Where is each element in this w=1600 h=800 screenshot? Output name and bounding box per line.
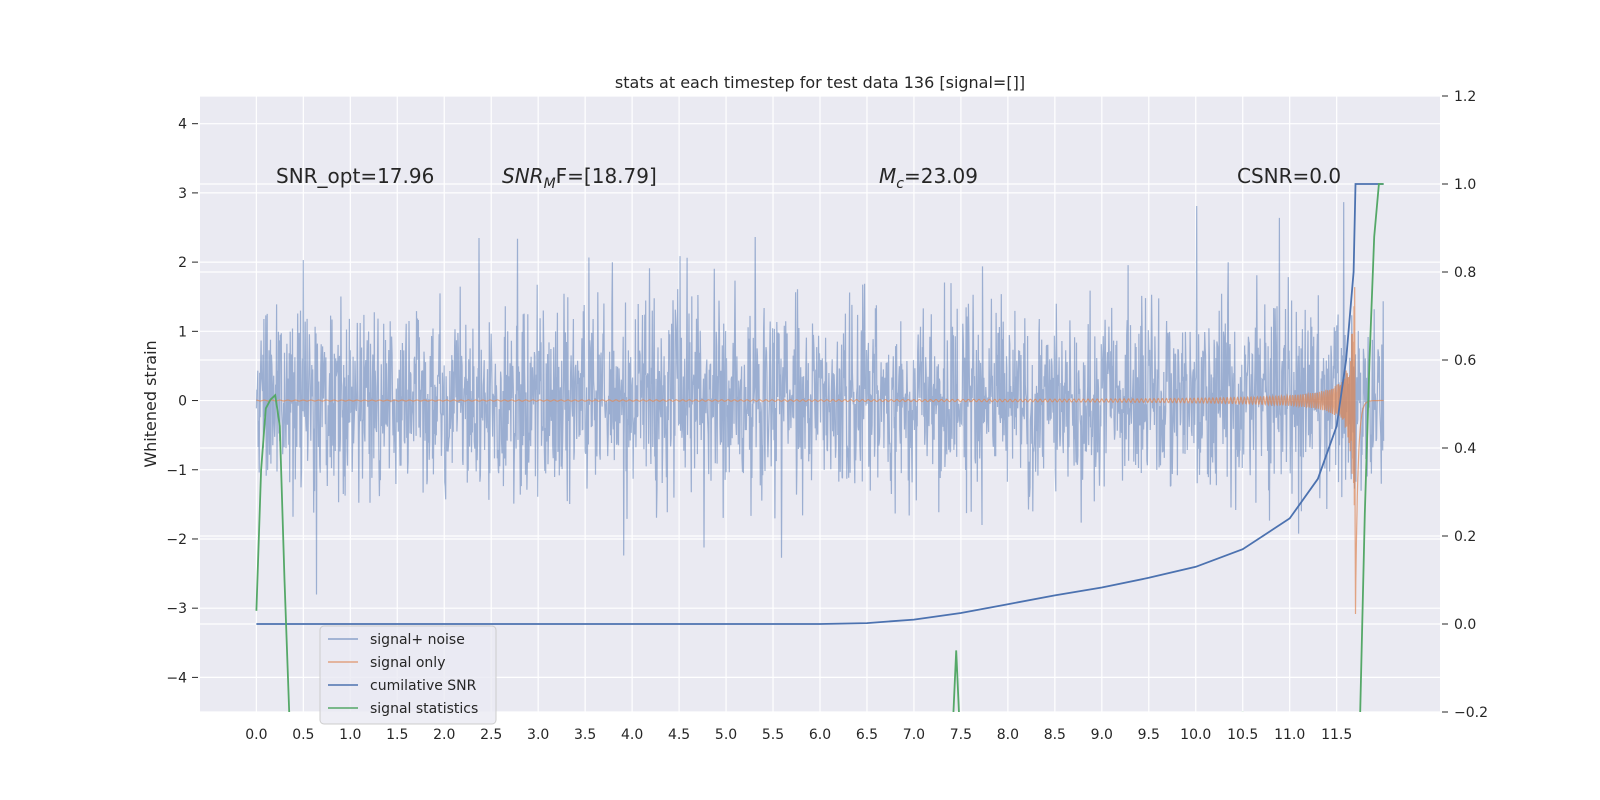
y-tick-label: −1 <box>166 463 187 479</box>
snr-mf-rest: F=[18.79] <box>556 164 657 188</box>
y2-tick-label: 1.2 <box>1454 89 1476 105</box>
chart-title: stats at each timestep for test data 136… <box>615 73 1025 92</box>
y2-tick-label: 0.6 <box>1454 353 1476 369</box>
cumulative-snr-line <box>256 183 1384 625</box>
y2-tick-label: 0.0 <box>1454 617 1476 633</box>
y-axis-ticks: 4 3 2 1 0 −1 −2 −3 −4 <box>166 117 198 686</box>
legend-box <box>319 625 497 725</box>
annotation-snr-opt: SNR_opt=17.96 <box>276 164 434 188</box>
cumulative-snr-series <box>256 183 1384 625</box>
signal-only-line <box>256 287 1384 615</box>
y-tick-label: −2 <box>166 532 187 548</box>
x-axis-ticks: 0.0 0.5 1.0 1.5 2.0 2.5 3.0 3.5 4.0 4.5 5.0 5.5 6.0 6… <box>245 727 1352 743</box>
mc-sub: c <box>896 176 904 192</box>
mc-main: M <box>879 164 896 188</box>
signal-statistics-series <box>255 183 1384 712</box>
x-tick-label: 4.0 <box>621 727 643 743</box>
x-tick-label: 0.0 <box>245 727 267 743</box>
x-tick-label: 8.5 <box>1044 727 1066 743</box>
x-tick-label: 6.5 <box>856 727 878 743</box>
x-tick-label: 9.0 <box>1091 727 1113 743</box>
signal-statistics-line <box>952 650 960 712</box>
signal-statistics-line <box>1359 183 1384 712</box>
x-tick-label: 7.5 <box>950 727 972 743</box>
x-tick-label: 8.0 <box>997 727 1019 743</box>
y2-tick-label: 0.4 <box>1454 441 1476 457</box>
y2-tick-label: 1.0 <box>1454 177 1476 193</box>
legend: signal+ noise signal only cumilative SNR… <box>319 625 497 725</box>
x-tick-label: 0.5 <box>292 727 314 743</box>
x-tick-label: 5.0 <box>715 727 737 743</box>
y-tick-label: 2 <box>178 255 187 271</box>
x-tick-label: 1.5 <box>386 727 408 743</box>
mc-rest: =23.09 <box>904 164 978 188</box>
signal-noise-line <box>255 202 1385 595</box>
x-tick-label: 11.0 <box>1274 727 1305 743</box>
y-tick-label: 4 <box>178 117 187 133</box>
legend-label-signal-noise: signal+ noise <box>370 632 465 648</box>
annotation-mc: Mc=23.09 <box>879 164 978 192</box>
y-axis-label: Whitened strain <box>141 340 160 467</box>
x-tick-label: 9.5 <box>1138 727 1160 743</box>
annotation-snr-mf: SNRMF=[18.79] <box>502 164 657 192</box>
signal-only-series <box>256 287 1384 615</box>
y2-tick-label: −0.2 <box>1454 705 1488 721</box>
snr-mf-main: SNR <box>502 164 544 188</box>
x-tick-label: 5.5 <box>762 727 784 743</box>
snr-mf-sub: M <box>544 176 556 192</box>
x-tick-label: 3.5 <box>574 727 596 743</box>
x-tick-label: 11.5 <box>1321 727 1352 743</box>
y-tick-label: 1 <box>178 324 187 340</box>
x-tick-label: 4.5 <box>668 727 690 743</box>
x-tick-label: 2.0 <box>433 727 455 743</box>
x-tick-label: 10.0 <box>1180 727 1211 743</box>
signal-noise-series <box>255 202 1385 595</box>
y-tick-label: −3 <box>166 601 187 617</box>
y-tick-label: 0 <box>178 394 187 410</box>
legend-label-cumulative-snr: cumilative SNR <box>370 678 477 694</box>
x-tick-label: 6.0 <box>809 727 831 743</box>
y-tick-label: −4 <box>166 670 187 686</box>
x-tick-label: 1.0 <box>339 727 361 743</box>
legend-label-signal-only: signal only <box>370 655 445 671</box>
signal-statistics-line <box>255 393 291 712</box>
right-y-axis-ticks: 1.2 1.0 0.8 0.6 0.4 0.2 0.0 −0.2 <box>1442 89 1488 721</box>
y-tick-label: 3 <box>178 186 187 202</box>
x-tick-label: 3.0 <box>527 727 549 743</box>
y2-tick-label: 0.2 <box>1454 529 1476 545</box>
x-tick-label: 2.5 <box>480 727 502 743</box>
annotation-csnr: CSNR=0.0 <box>1237 164 1341 188</box>
x-tick-label: 10.5 <box>1227 727 1258 743</box>
x-tick-label: 7.0 <box>903 727 925 743</box>
legend-label-signal-statistics: signal statistics <box>370 701 478 717</box>
y2-tick-label: 0.8 <box>1454 265 1476 281</box>
